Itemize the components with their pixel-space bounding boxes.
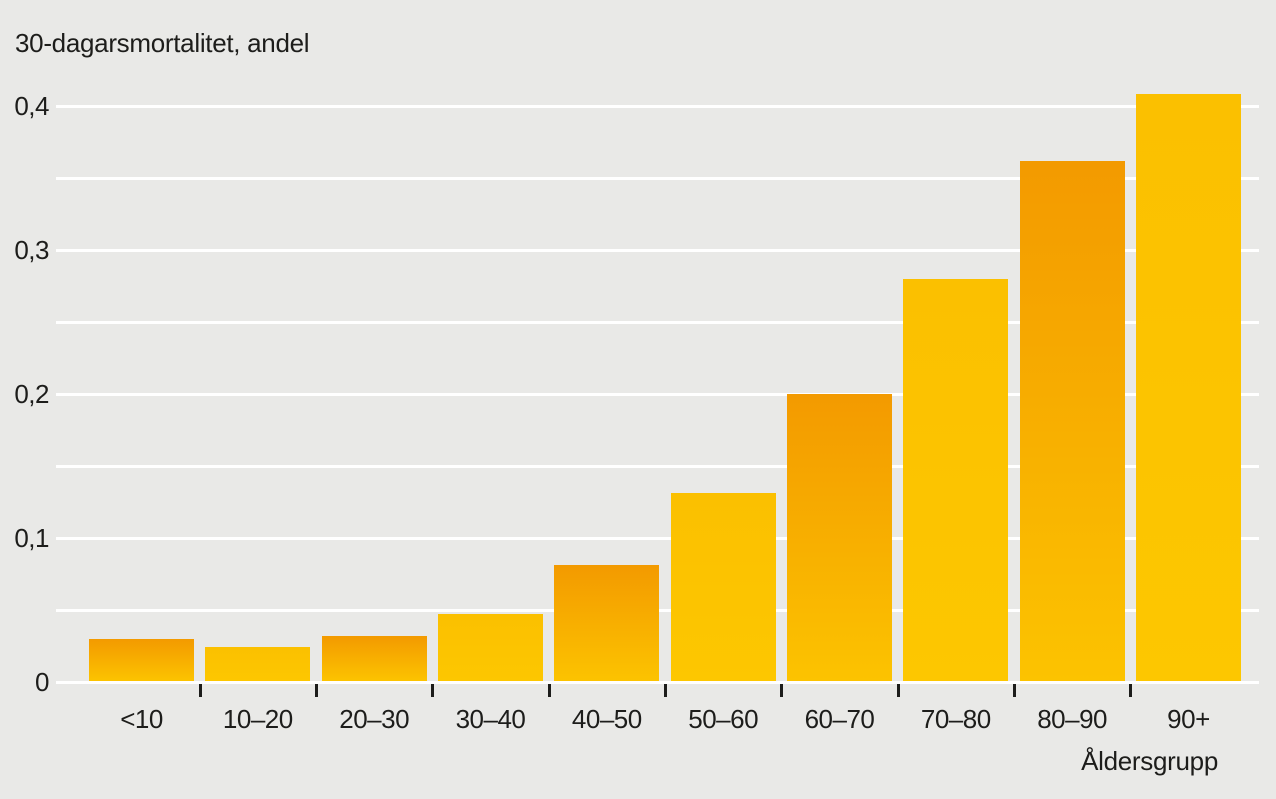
bar-20-30 — [321, 635, 427, 681]
x-tick-label: 40–50 — [571, 704, 642, 734]
gridline — [56, 392, 1259, 396]
bar-30-40 — [437, 614, 543, 681]
y-tick-label: 0,3 — [14, 235, 49, 265]
y-tick-label: 0,1 — [14, 523, 49, 553]
x-axis-title: Åldersgrupp — [1081, 746, 1218, 776]
x-tick-label: 30–40 — [455, 704, 526, 734]
x-axis-tick — [664, 684, 668, 697]
x-axis-tick — [780, 684, 784, 697]
gridline — [56, 320, 1259, 324]
bar-70-80 — [903, 278, 1009, 681]
x-tick-label: 60–70 — [804, 704, 875, 734]
bar-90+ — [1135, 94, 1241, 681]
y-tick-label: 0,4 — [14, 91, 49, 121]
gridline — [56, 104, 1259, 108]
bar-50-60 — [670, 493, 776, 681]
x-axis-tick — [547, 684, 551, 697]
bar-80-90 — [1019, 160, 1125, 681]
x-axis-tick — [896, 684, 900, 697]
bar-<10 — [89, 638, 194, 681]
gridline — [56, 248, 1259, 252]
x-axis-tick — [198, 684, 202, 697]
bar-40-50 — [554, 565, 660, 681]
x-axis-tick — [1129, 684, 1133, 697]
x-axis-tick — [431, 684, 435, 697]
bar-60-70 — [786, 394, 892, 681]
x-axis-tick — [1013, 684, 1017, 697]
gridline — [56, 536, 1259, 540]
x-tick-label: 50–60 — [688, 704, 759, 734]
x-tick-label: 80–90 — [1037, 704, 1108, 734]
x-tick-label: 90+ — [1167, 704, 1210, 734]
x-tick-label: <10 — [120, 704, 163, 734]
bar-10-20 — [205, 647, 311, 681]
x-tick-label: 20–30 — [339, 704, 410, 734]
gridline — [56, 176, 1259, 180]
y-tick-label: 0,2 — [14, 379, 49, 409]
x-tick-label: 10–20 — [222, 704, 293, 734]
x-axis-tick — [315, 684, 319, 697]
y-tick-label: 0 — [35, 667, 49, 697]
gridline — [56, 680, 1259, 684]
chart-title: 30-dagarsmortalitet, andel — [15, 28, 310, 58]
gridline — [56, 464, 1259, 468]
x-tick-label: 70–80 — [920, 704, 991, 734]
